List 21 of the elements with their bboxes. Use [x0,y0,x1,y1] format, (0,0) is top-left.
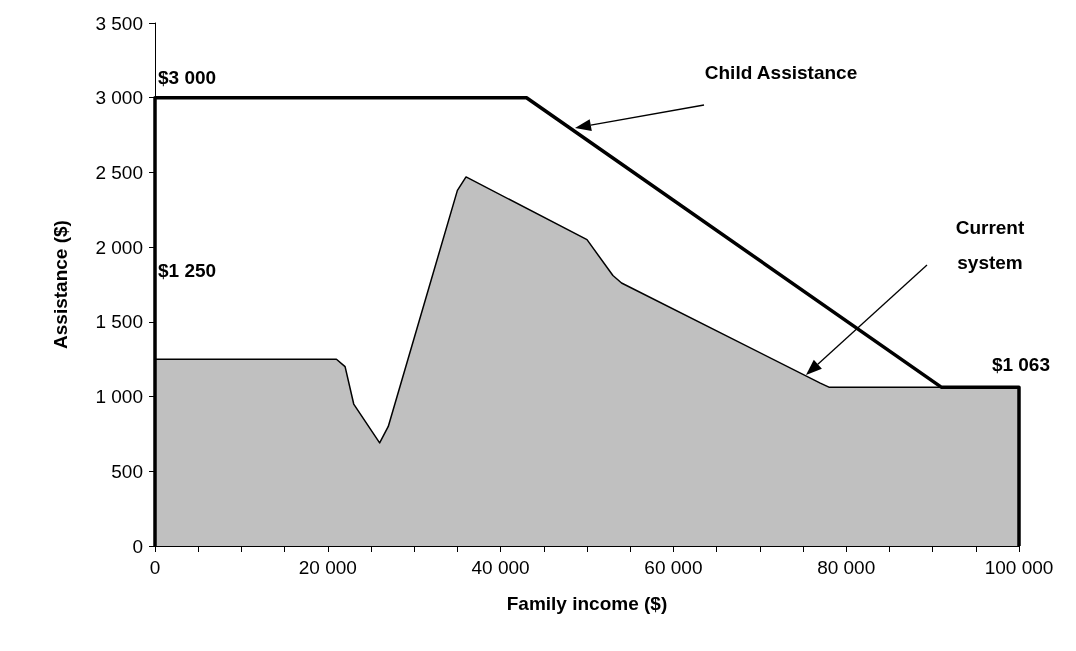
x-tick-label: 60 000 [644,557,703,578]
y-tick-label: 3 000 [95,87,143,109]
x-tick-label: 0 [149,557,161,578]
x-tick-label: 80 000 [817,557,876,578]
annotation: $1 063 [991,352,1050,377]
y-tick-label: 1 500 [95,311,143,333]
x-axis-title: Family income ($) [506,593,668,614]
y-tick-label: 1 000 [95,386,143,408]
annotation: Current system [954,216,1026,275]
y-tick-label: 500 [111,460,143,482]
annotation: $1 250 [158,258,217,283]
x-tick-label: 40 000 [471,557,530,578]
y-axis-title: Assistance ($) [50,220,71,349]
x-tick-label: 100 000 [984,557,1054,578]
y-tick-label: 2 500 [95,161,143,183]
y-tick-label: 2 000 [95,236,143,258]
x-tick-label: 20 000 [298,557,357,578]
annotation: Child Assistance [704,60,858,85]
annotation: $3 000 [158,65,217,90]
y-tick-label: 0 [132,535,143,557]
y-tick-label: 3 500 [95,12,143,34]
